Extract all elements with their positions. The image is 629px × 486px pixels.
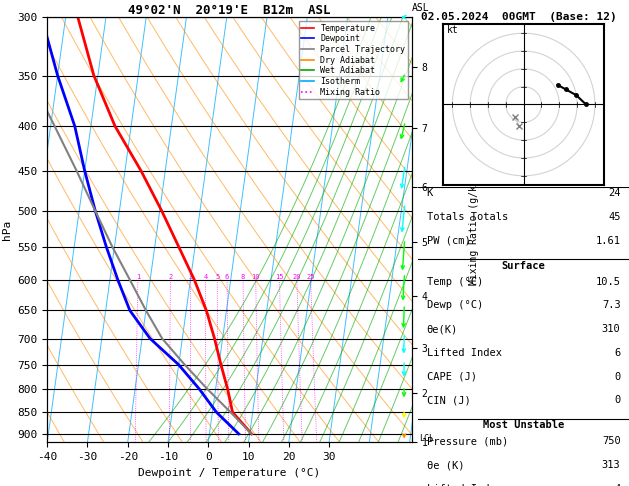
Text: 24: 24 — [608, 188, 621, 198]
Text: 6: 6 — [225, 274, 229, 280]
Text: 0: 0 — [615, 395, 621, 405]
Text: 5: 5 — [215, 274, 220, 280]
Text: km
ASL: km ASL — [412, 0, 430, 13]
Legend: Temperature, Dewpoint, Parcel Trajectory, Dry Adiabat, Wet Adiabat, Isotherm, Mi: Temperature, Dewpoint, Parcel Trajectory… — [299, 21, 408, 99]
Text: 313: 313 — [602, 460, 621, 470]
Text: Totals Totals: Totals Totals — [426, 212, 508, 222]
X-axis label: Dewpoint / Temperature (°C): Dewpoint / Temperature (°C) — [138, 468, 321, 478]
Text: CAPE (J): CAPE (J) — [426, 372, 477, 382]
Text: 7.3: 7.3 — [602, 300, 621, 311]
Text: 750: 750 — [602, 436, 621, 446]
Text: CIN (J): CIN (J) — [426, 395, 470, 405]
Text: Most Unstable: Most Unstable — [483, 420, 564, 430]
Text: kt: kt — [447, 25, 459, 35]
Text: LCL: LCL — [420, 434, 434, 443]
Y-axis label: Mixing Ratio (g/kg): Mixing Ratio (g/kg) — [469, 174, 479, 285]
Text: 1: 1 — [136, 274, 140, 280]
Title: 49°02'N  20°19'E  B12m  ASL: 49°02'N 20°19'E B12m ASL — [128, 4, 331, 17]
Text: 10.5: 10.5 — [596, 277, 621, 287]
Text: 4: 4 — [203, 274, 208, 280]
Text: K: K — [426, 188, 433, 198]
Text: 20: 20 — [292, 274, 301, 280]
Text: 3: 3 — [189, 274, 192, 280]
Text: PW (cm): PW (cm) — [426, 236, 470, 246]
Text: 02.05.2024  00GMT  (Base: 12): 02.05.2024 00GMT (Base: 12) — [421, 12, 617, 22]
Text: 2: 2 — [169, 274, 172, 280]
Text: 1.61: 1.61 — [596, 236, 621, 246]
Text: Lifted Index: Lifted Index — [426, 348, 502, 358]
Text: Surface: Surface — [502, 260, 545, 271]
Text: 310: 310 — [602, 324, 621, 334]
Text: Temp (°C): Temp (°C) — [426, 277, 483, 287]
Text: θe(K): θe(K) — [426, 324, 458, 334]
Y-axis label: hPa: hPa — [2, 220, 12, 240]
Text: Dewp (°C): Dewp (°C) — [426, 300, 483, 311]
Text: Pressure (mb): Pressure (mb) — [426, 436, 508, 446]
Text: Lifted Index: Lifted Index — [426, 484, 502, 486]
Text: 25: 25 — [306, 274, 315, 280]
Text: 15: 15 — [276, 274, 284, 280]
Text: θe (K): θe (K) — [426, 460, 464, 470]
Text: 6: 6 — [615, 348, 621, 358]
Text: 10: 10 — [252, 274, 260, 280]
Text: 4: 4 — [615, 484, 621, 486]
Text: 8: 8 — [241, 274, 245, 280]
Text: 0: 0 — [615, 372, 621, 382]
Text: 45: 45 — [608, 212, 621, 222]
